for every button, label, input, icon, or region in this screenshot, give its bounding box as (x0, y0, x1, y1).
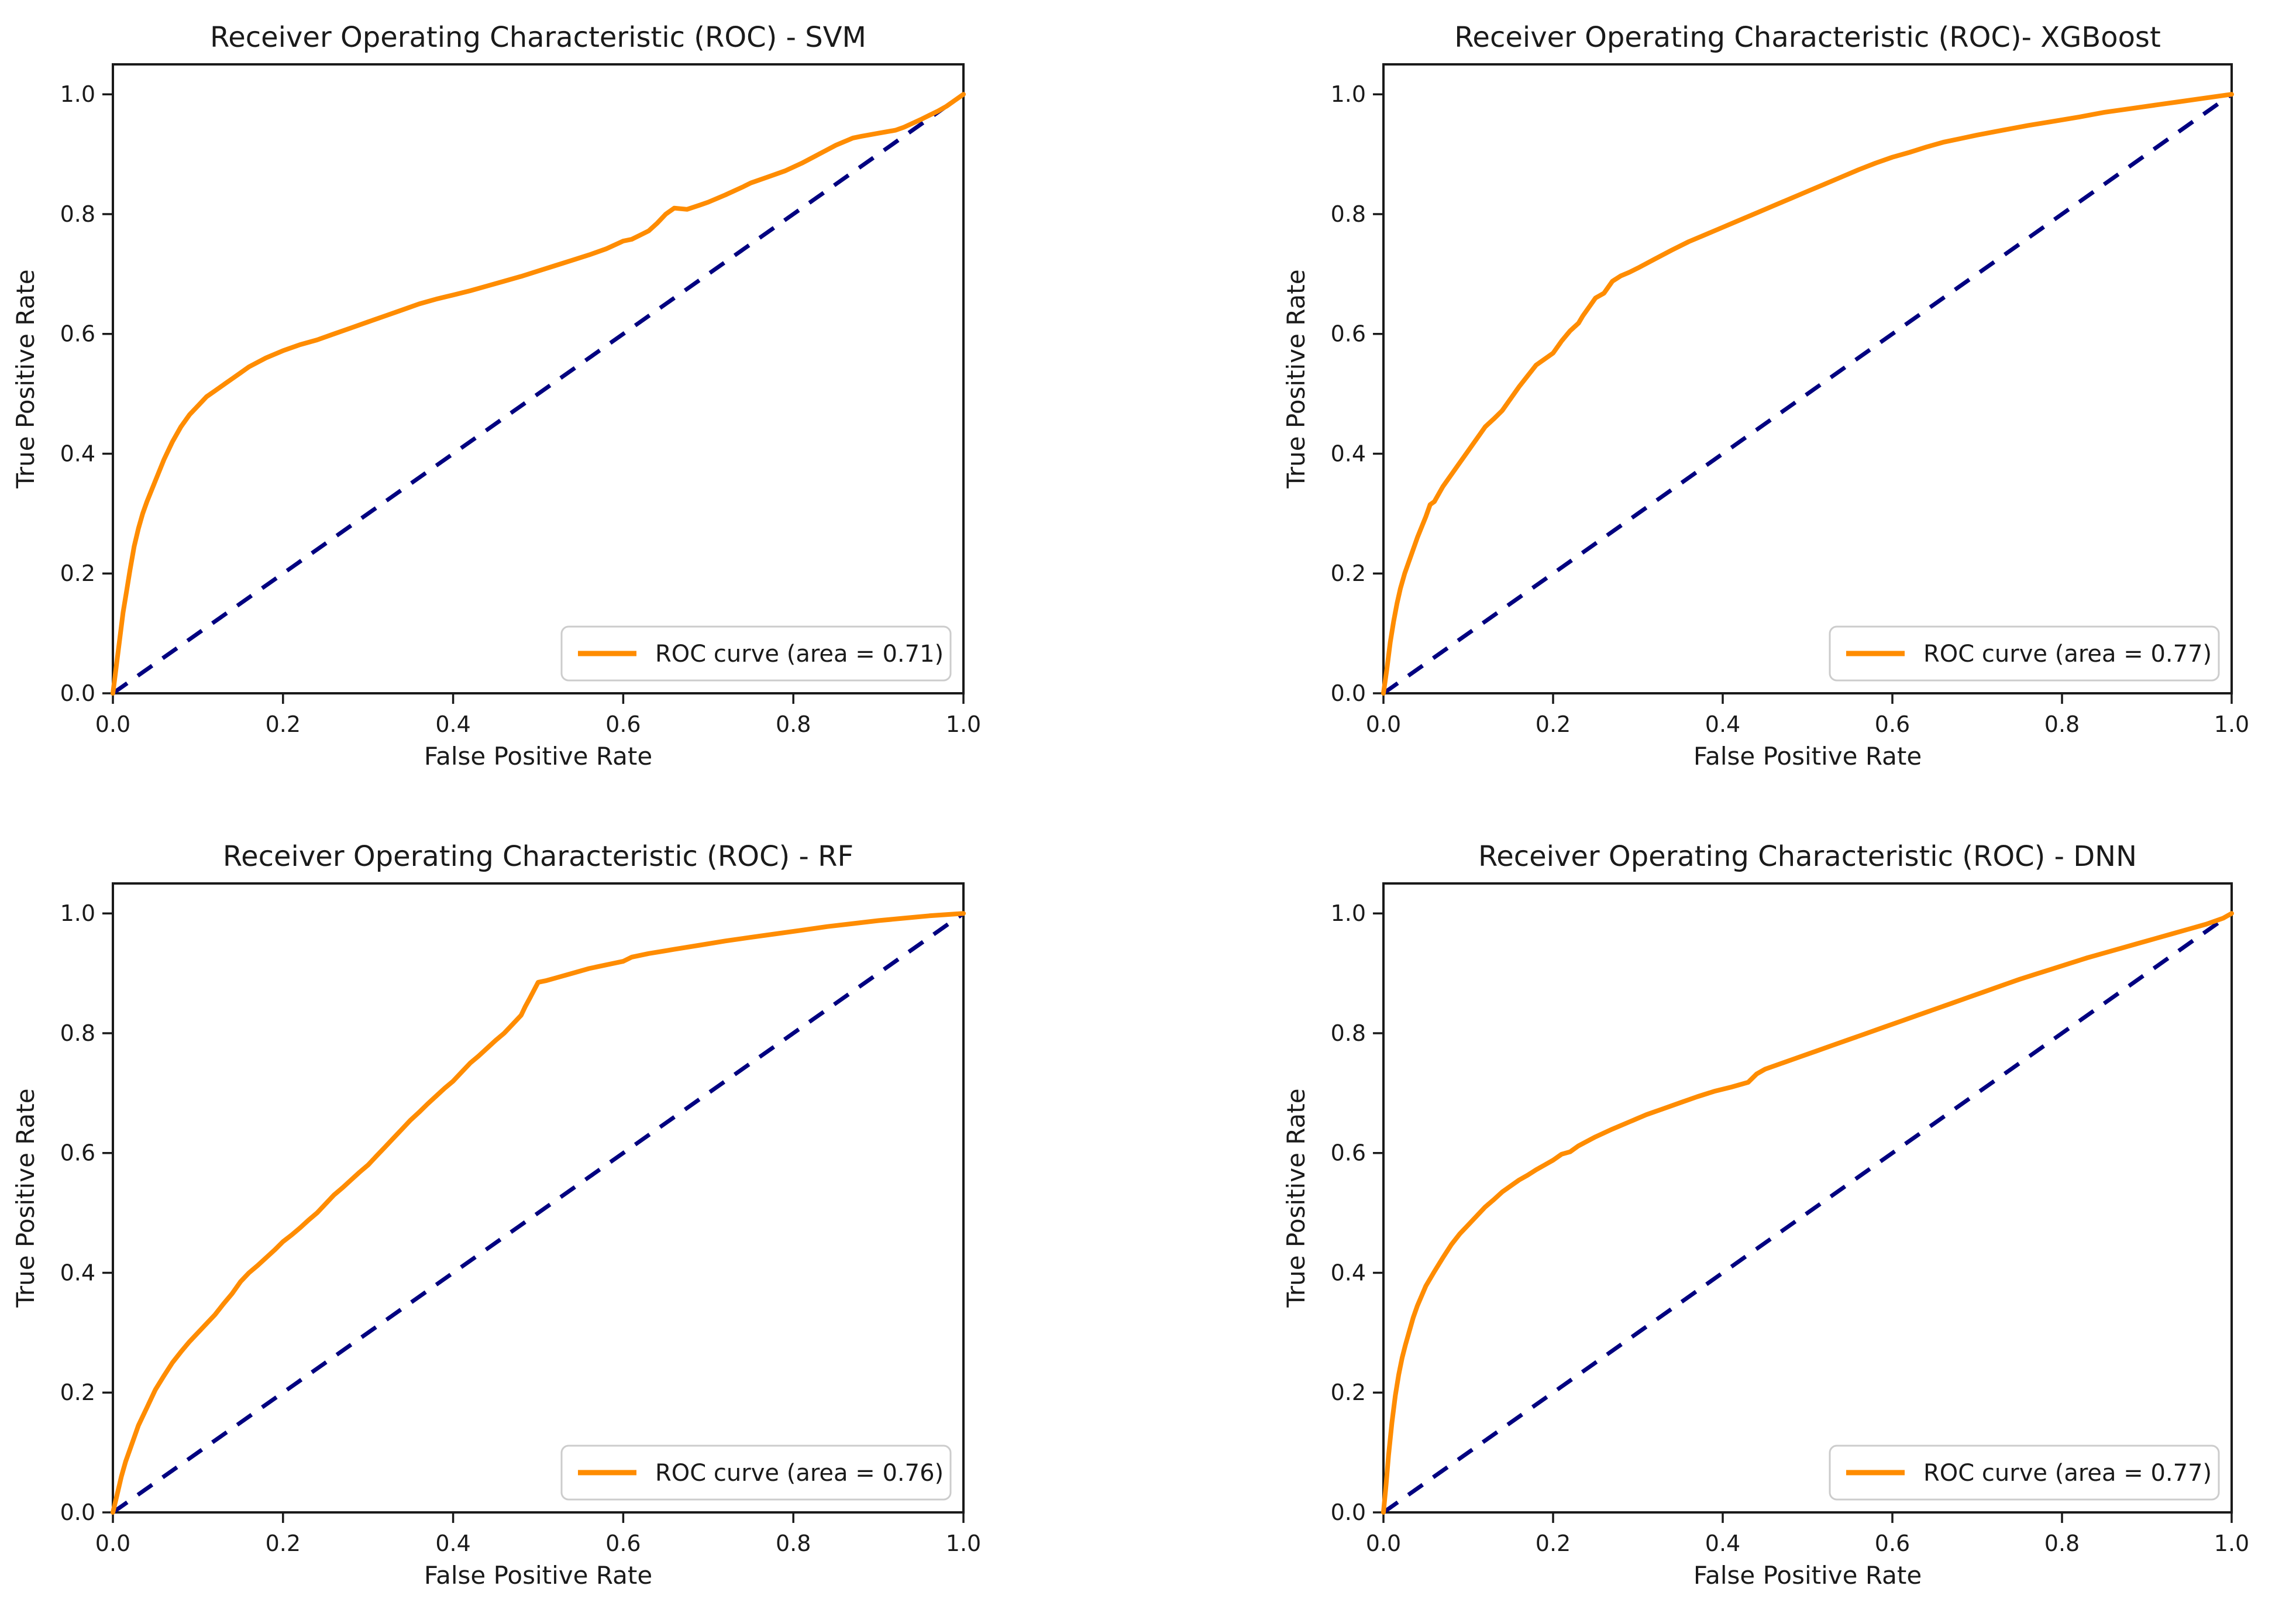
x-tick-label: 1.0 (2214, 1531, 2249, 1556)
legend-box (1829, 1445, 2220, 1501)
roc-chart-xgboost: Receiver Operating Characteristic (ROC)-… (1282, 21, 2249, 771)
axes-spines (1382, 882, 2233, 1514)
x-tick-label: 0.6 (605, 1531, 641, 1556)
chart-title-svm: Receiver Operating Characteristic (ROC) … (210, 21, 866, 54)
y-tick-label: 0.2 (1331, 560, 1366, 586)
y-tick-label: 1.0 (1331, 81, 1366, 107)
y-tick-label: 0.6 (1331, 1140, 1366, 1166)
legend-label: ROC curve (area = 0.76) (655, 1460, 944, 1487)
chance-diagonal-line (111, 92, 965, 695)
y-tick-label: 0.4 (1331, 1260, 1366, 1285)
axes-spines (112, 882, 965, 1514)
x-axis-label: False Positive Rate (1693, 1561, 1922, 1590)
y-tick-label: 0.0 (1331, 1500, 1366, 1525)
x-tick-label: 1.0 (2214, 711, 2249, 737)
x-axis-label: False Positive Rate (424, 742, 652, 771)
y-tick-label: 0.2 (60, 560, 95, 586)
x-tick-label: 0.2 (1536, 1531, 1571, 1556)
roc-curve-line (111, 92, 966, 696)
x-tick-label: 0.0 (95, 711, 130, 737)
x-tick-label: 0.2 (266, 1531, 301, 1556)
y-tick-label: 0.2 (1331, 1380, 1366, 1405)
x-tick-label: 0.8 (2044, 1531, 2080, 1556)
x-axis-label: False Positive Rate (1693, 742, 1922, 771)
y-tick-label: 0.8 (60, 201, 95, 227)
chance-diagonal-line (1382, 92, 2233, 695)
y-axis-label: True Positive Rate (11, 1088, 40, 1308)
y-tick-label: 1.0 (1331, 900, 1366, 926)
roc-curve-line (1381, 92, 2234, 696)
x-tick-label: 0.4 (1705, 711, 1740, 737)
x-tick-label: 0.2 (1536, 711, 1571, 737)
axes-spines (1382, 63, 2233, 694)
legend-label: ROC curve (area = 0.77) (1923, 1460, 2212, 1487)
x-tick-label: 1.0 (946, 1531, 981, 1556)
y-tick-label: 0.4 (1331, 441, 1366, 466)
x-tick-label: 0.0 (1366, 711, 1401, 737)
x-tick-label: 0.8 (776, 1531, 811, 1556)
chart-title-xgboost: Receiver Operating Characteristic (ROC)-… (1454, 21, 2161, 54)
y-tick-label: 1.0 (60, 900, 95, 926)
y-tick-label: 0.0 (60, 680, 95, 706)
y-tick-label: 0.4 (60, 441, 95, 466)
x-tick-label: 0.8 (2044, 711, 2080, 737)
y-tick-label: 0.6 (60, 1140, 95, 1166)
y-tick-label: 0.6 (1331, 321, 1366, 347)
x-tick-label: 0.4 (435, 711, 470, 737)
chance-diagonal-line (1382, 912, 2233, 1514)
y-tick-label: 0.0 (1331, 680, 1366, 706)
roc-chart-svm: Receiver Operating Characteristic (ROC) … (11, 21, 981, 771)
x-tick-label: 0.4 (1705, 1531, 1740, 1556)
x-tick-label: 0.2 (266, 711, 301, 737)
x-tick-label: 1.0 (946, 711, 981, 737)
x-tick-label: 0.6 (1875, 1531, 1910, 1556)
y-tick-label: 0.8 (60, 1020, 95, 1046)
y-tick-label: 0.6 (60, 321, 95, 347)
roc-chart-dnn: Receiver Operating Characteristic (ROC) … (1282, 840, 2249, 1590)
y-axis-label: True Positive Rate (1282, 1088, 1310, 1308)
y-tick-label: 0.8 (1331, 201, 1366, 227)
y-tick-label: 0.2 (60, 1380, 95, 1405)
roc-curve-line (1381, 911, 2234, 1515)
legend-label: ROC curve (area = 0.77) (1923, 641, 2212, 668)
chart-title-rf: Receiver Operating Characteristic (ROC) … (223, 840, 853, 873)
x-tick-label: 0.8 (776, 711, 811, 737)
y-tick-label: 1.0 (60, 81, 95, 107)
x-tick-label: 0.4 (435, 1531, 470, 1556)
roc-curve-line (111, 911, 966, 1515)
y-axis-label: True Positive Rate (11, 269, 40, 489)
legend-box (560, 625, 952, 682)
y-tick-label: 0.0 (60, 1500, 95, 1525)
y-axis-label: True Positive Rate (1282, 269, 1310, 489)
x-tick-label: 0.6 (1875, 711, 1910, 737)
y-tick-label: 0.4 (60, 1260, 95, 1285)
roc-chart-rf: Receiver Operating Characteristic (ROC) … (11, 840, 981, 1590)
chart-title-dnn: Receiver Operating Characteristic (ROC) … (1478, 840, 2137, 873)
legend-label: ROC curve (area = 0.71) (655, 641, 944, 668)
x-tick-label: 0.0 (1366, 1531, 1401, 1556)
axes-spines (112, 63, 965, 694)
legend-box (560, 1445, 952, 1501)
x-axis-label: False Positive Rate (424, 1561, 652, 1590)
x-tick-label: 0.0 (95, 1531, 130, 1556)
legend-box (1829, 625, 2220, 682)
x-tick-label: 0.6 (605, 711, 641, 737)
chance-diagonal-line (111, 912, 965, 1514)
y-tick-label: 0.8 (1331, 1020, 1366, 1046)
